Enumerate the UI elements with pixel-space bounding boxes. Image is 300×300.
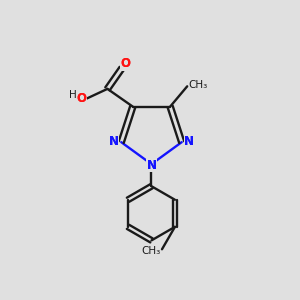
Text: H: H: [68, 90, 76, 100]
Text: N: N: [184, 135, 194, 148]
Text: O: O: [120, 58, 130, 70]
Text: N: N: [146, 158, 157, 172]
Text: N: N: [109, 135, 118, 148]
Text: N: N: [146, 158, 157, 172]
Text: N: N: [184, 135, 194, 148]
Text: CH₃: CH₃: [141, 246, 160, 256]
Text: O: O: [120, 58, 130, 70]
Text: O: O: [76, 92, 86, 105]
Text: O: O: [76, 92, 86, 105]
Text: CH₃: CH₃: [189, 80, 208, 90]
Text: N: N: [109, 135, 118, 148]
